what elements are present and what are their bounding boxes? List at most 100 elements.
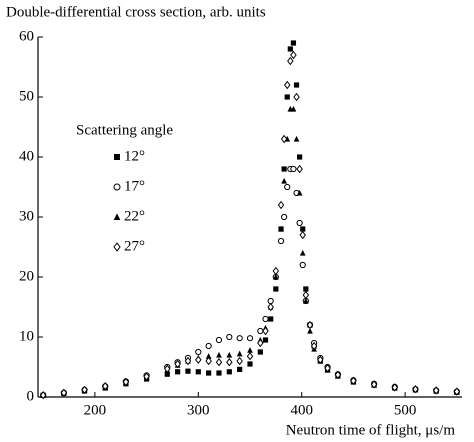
data-point xyxy=(205,353,212,359)
data-point xyxy=(143,372,150,381)
data-point xyxy=(247,347,253,353)
data-point xyxy=(310,341,318,351)
data-point xyxy=(226,333,233,341)
data-point xyxy=(205,356,212,366)
data-point xyxy=(302,297,309,304)
data-point xyxy=(293,92,300,102)
data-point xyxy=(281,213,288,221)
data-point xyxy=(257,349,263,355)
data-point xyxy=(226,357,233,367)
data-point xyxy=(391,383,399,392)
legend-marker xyxy=(114,154,120,160)
data-point xyxy=(215,336,223,344)
data-point xyxy=(432,386,440,395)
data-point xyxy=(246,335,254,342)
data-point xyxy=(324,363,331,373)
legend-label: 27° xyxy=(124,238,145,254)
data-point xyxy=(307,327,313,334)
data-point xyxy=(290,50,297,60)
data-point xyxy=(216,370,222,376)
data-point xyxy=(290,105,297,112)
y-tick-label: 10 xyxy=(19,328,34,344)
data-point xyxy=(281,166,287,172)
x-tick-label: 500 xyxy=(394,402,417,418)
data-point xyxy=(350,376,357,386)
data-point xyxy=(237,366,243,372)
data-point xyxy=(236,350,243,357)
data-point xyxy=(296,219,303,227)
data-point xyxy=(226,369,232,375)
y-tick-label: 20 xyxy=(19,268,34,284)
data-point xyxy=(164,364,171,374)
data-point xyxy=(453,387,461,396)
data-point xyxy=(175,369,181,375)
data-point xyxy=(257,327,264,335)
data-point xyxy=(297,154,303,160)
data-point xyxy=(284,94,290,100)
data-point xyxy=(195,369,201,375)
data-point xyxy=(122,377,130,387)
data-point xyxy=(205,342,212,350)
data-point xyxy=(278,225,284,232)
data-point xyxy=(226,351,233,358)
data-point xyxy=(317,355,324,365)
data-point xyxy=(283,80,291,90)
data-point xyxy=(303,286,309,292)
data-point xyxy=(174,359,181,369)
data-point xyxy=(293,135,300,142)
data-point xyxy=(277,200,285,210)
legend-marker xyxy=(113,242,121,252)
y-tick-label: 60 xyxy=(19,28,34,44)
data-point xyxy=(281,177,287,184)
x-tick-label: 200 xyxy=(84,402,107,418)
data-point xyxy=(293,82,300,88)
data-point xyxy=(334,370,342,380)
legend-label: 22° xyxy=(124,208,145,224)
data-point xyxy=(216,351,222,358)
data-point xyxy=(272,266,280,276)
data-point xyxy=(277,237,285,245)
data-point xyxy=(273,286,279,292)
data-point xyxy=(247,361,253,367)
y-tick-label: 30 xyxy=(19,208,34,224)
data-point xyxy=(299,230,306,240)
data-point xyxy=(268,316,274,322)
data-point xyxy=(296,164,303,174)
data-point xyxy=(412,384,419,394)
data-point xyxy=(246,351,254,361)
data-point xyxy=(215,357,223,367)
data-point xyxy=(81,385,88,395)
x-tick-label: 300 xyxy=(187,402,210,418)
data-point xyxy=(280,134,288,144)
data-point xyxy=(287,46,293,52)
data-point xyxy=(184,356,192,366)
data-point xyxy=(370,380,378,389)
data-point xyxy=(272,273,279,280)
data-point xyxy=(299,261,306,269)
legend-marker xyxy=(113,183,121,191)
y-tick-label: 40 xyxy=(19,148,34,164)
data-point xyxy=(236,335,243,342)
legend-label: 17° xyxy=(124,178,145,194)
data-point xyxy=(267,302,274,312)
data-point xyxy=(300,226,306,232)
data-point xyxy=(257,338,264,348)
data-point xyxy=(60,388,68,398)
x-tick-label: 400 xyxy=(290,402,313,418)
data-point xyxy=(284,183,291,191)
data-point xyxy=(206,370,212,376)
y-tick-label: 0 xyxy=(27,388,35,404)
data-point xyxy=(39,390,47,400)
chart-title: Double-differential cross section, arb. … xyxy=(6,4,266,20)
data-point xyxy=(287,56,294,66)
data-point xyxy=(262,315,269,323)
data-point xyxy=(299,249,306,256)
data-point xyxy=(306,320,314,330)
data-point xyxy=(185,368,191,374)
data-point xyxy=(164,371,170,377)
legend-title: Scattering angle xyxy=(76,122,173,138)
data-point xyxy=(290,40,297,46)
data-point xyxy=(262,337,269,343)
